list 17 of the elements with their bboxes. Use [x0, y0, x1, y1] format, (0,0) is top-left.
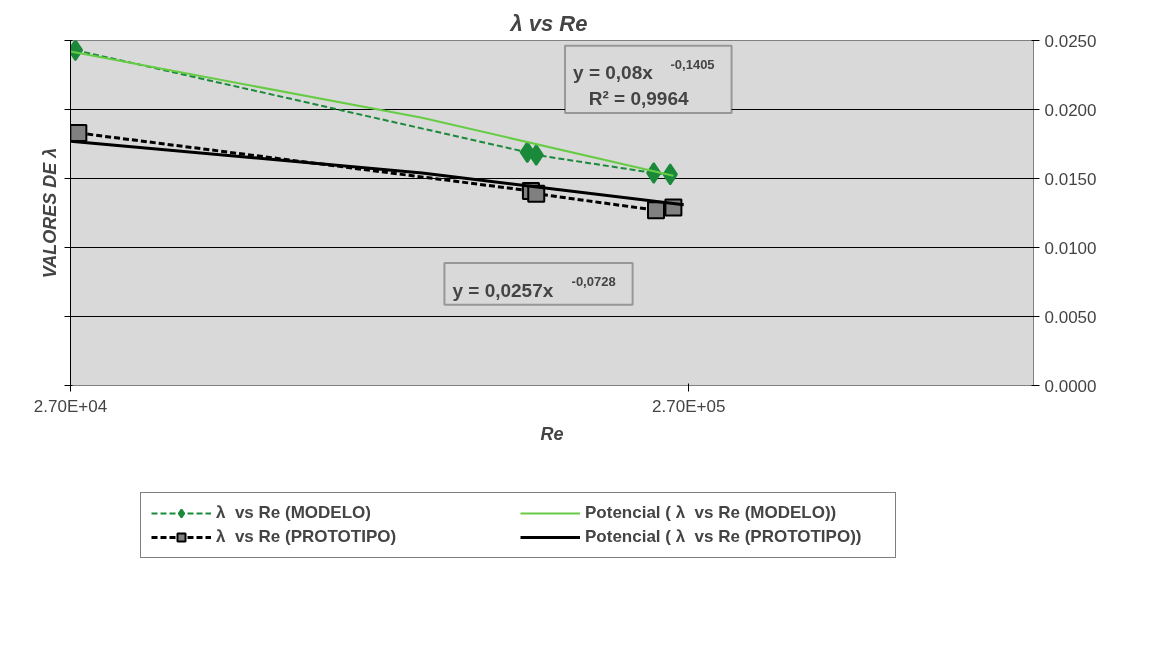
x-tick-label: 2.70E+05: [652, 396, 726, 416]
y-tick-label: 0.0100: [1044, 238, 1097, 258]
legend-label: λ vs Re (MODELO): [216, 503, 372, 523]
y-tick-label: 0.0000: [1044, 376, 1097, 396]
text: y = 0,08x-0,1405 R² = 0,9964: [573, 56, 715, 110]
legend-label: λ vs Re (PROTOTIPO): [216, 527, 398, 547]
y-tick-label: 0.0050: [1044, 307, 1097, 327]
legend-label: Potencial ( λ vs Re (PROTOTIPO)): [585, 527, 863, 547]
x-tick-label: 2.70E+04: [33, 396, 108, 416]
chart-title: λ vs Re: [509, 10, 588, 36]
annotation: y = 0,0257x-0,0728: [452, 274, 616, 301]
y-tick-label: 0.0250: [1044, 31, 1097, 51]
y-tick-label: 0.0150: [1044, 169, 1097, 189]
y-axis-title: VALORES DE λ: [39, 147, 60, 279]
y-tick-label: 0.0200: [1044, 100, 1097, 120]
x-axis-title: Re: [540, 423, 564, 444]
legend-label: Potencial ( λ vs Re (MODELO)): [585, 503, 838, 523]
